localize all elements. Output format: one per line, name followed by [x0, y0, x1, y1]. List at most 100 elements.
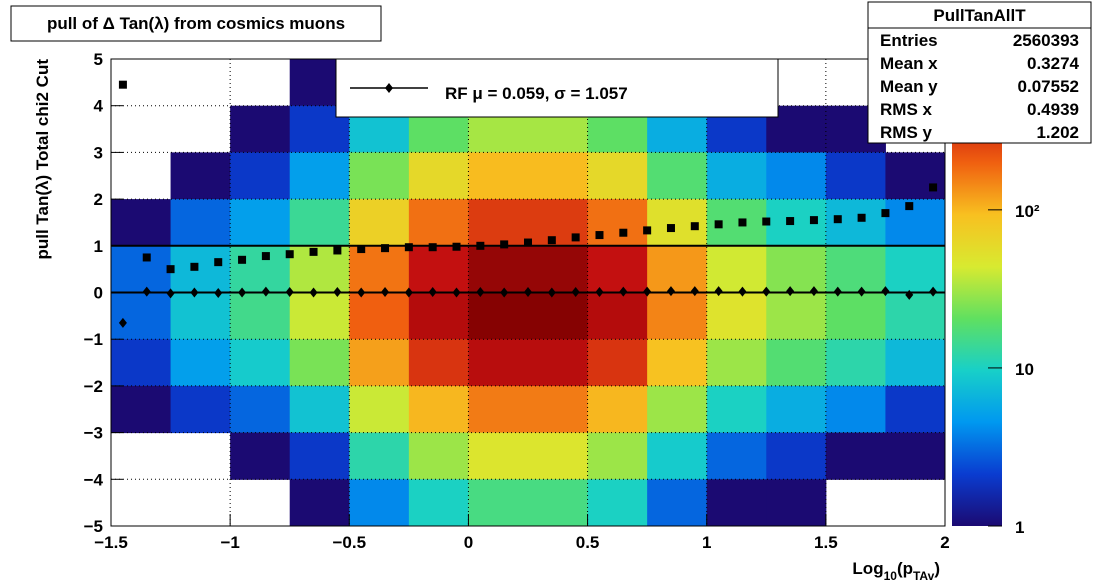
heat-cell	[766, 432, 827, 480]
heat-cell	[885, 245, 946, 293]
marker-diamond	[809, 286, 818, 297]
heat-cell	[408, 245, 469, 293]
y-tick-label: 4	[94, 97, 104, 116]
heat-cell	[230, 152, 291, 200]
heat-cell	[706, 479, 767, 527]
heat-cell	[647, 245, 708, 293]
heat-cell	[528, 385, 589, 434]
y-tick-label: 1	[94, 237, 103, 256]
heat-cell	[468, 479, 529, 527]
marker-square	[833, 215, 842, 224]
heat-cell	[468, 152, 529, 200]
marker-square	[619, 228, 628, 237]
heat-cell	[587, 245, 648, 293]
heat-cell	[587, 152, 648, 200]
marker-diamond	[404, 287, 413, 298]
heat-cell	[468, 292, 529, 340]
marker-square	[381, 244, 390, 253]
marker-square	[452, 242, 461, 251]
heat-cell	[528, 479, 589, 527]
marker-square	[905, 202, 914, 211]
y-tick-label: 2	[94, 190, 103, 209]
heat-cell	[289, 385, 350, 434]
heat-cell	[230, 385, 291, 434]
heat-cell	[528, 339, 589, 387]
heat-cell	[170, 199, 231, 247]
x-label-part: )	[934, 559, 940, 578]
marker-square	[309, 247, 318, 256]
marker-diamond	[786, 286, 795, 297]
heat-cell	[766, 292, 827, 340]
heat-cell	[111, 433, 171, 480]
heat-cell	[647, 339, 708, 387]
marker-square	[666, 224, 675, 233]
heat-cell	[587, 432, 648, 480]
heat-cell	[289, 339, 350, 387]
heat-cell	[647, 385, 708, 434]
stats-label: RMS y	[880, 123, 933, 142]
marker-square	[857, 213, 866, 222]
heat-cell	[885, 385, 946, 434]
stats-box	[867, 1, 1092, 144]
marker-square	[118, 80, 127, 89]
marker-diamond	[666, 286, 675, 297]
heat-cell	[111, 152, 171, 199]
heat-cell	[111, 292, 172, 340]
marker-diamond	[118, 317, 127, 328]
marker-diamond	[238, 287, 247, 298]
legend-text: RF μ = 0.059, σ = 1.057	[445, 84, 628, 103]
stats-label: RMS x	[880, 100, 933, 119]
marker-square	[595, 231, 604, 240]
y-tick-label: 3	[94, 143, 103, 162]
heat-cell	[587, 385, 648, 434]
marker-square	[762, 217, 771, 226]
heat-cell	[706, 245, 767, 293]
heat-cell	[647, 292, 708, 340]
heat-cell	[825, 292, 886, 340]
marker-diamond	[333, 287, 342, 298]
heat-cell	[885, 339, 946, 387]
heat-cell	[170, 292, 231, 340]
stats-value: 0.07552	[1018, 77, 1079, 96]
x-tick-label: 0.5	[576, 533, 600, 552]
heat-cell	[171, 59, 231, 106]
heat-cell	[766, 479, 827, 527]
heat-cell	[528, 152, 589, 200]
heat-cell	[825, 245, 886, 293]
stats-label: Mean x	[880, 54, 938, 73]
heat-cell	[289, 152, 350, 200]
marker-diamond	[714, 286, 723, 297]
heat-cell	[408, 292, 469, 340]
marker-square	[786, 217, 795, 226]
marker-diamond	[166, 288, 175, 299]
heat-cell	[349, 199, 410, 247]
x-label-part: 10	[884, 569, 898, 583]
heat-cell	[408, 432, 469, 480]
heat-cell	[885, 292, 946, 340]
heat-cell	[706, 385, 767, 434]
marker-diamond	[595, 287, 604, 298]
heat-cell	[587, 479, 648, 527]
marker-diamond	[309, 287, 318, 298]
heat-cell	[468, 432, 529, 480]
x-tick-label: 1	[702, 533, 711, 552]
y-tick-label: −3	[84, 424, 103, 443]
heat-cell	[349, 479, 410, 527]
heat-cell	[349, 152, 410, 200]
heat-cell	[111, 339, 172, 387]
heat-cell	[170, 339, 231, 387]
marker-diamond	[142, 286, 151, 297]
y-tick-label: −1	[84, 330, 103, 349]
heat-cell	[647, 432, 708, 480]
marker-square	[476, 241, 485, 250]
x-label-part: TAv	[913, 569, 935, 583]
heat-cell	[230, 199, 291, 247]
marker-square	[547, 236, 556, 245]
x-tick-label: −1	[220, 533, 239, 552]
y-axis-label: pull Tan(λ) Total chi2 Cut	[33, 59, 52, 260]
heat-cell	[766, 245, 827, 293]
x-label-part: (p	[897, 559, 913, 578]
marker-square	[333, 246, 342, 255]
marker-diamond	[500, 287, 509, 298]
heat-cell	[408, 479, 469, 527]
